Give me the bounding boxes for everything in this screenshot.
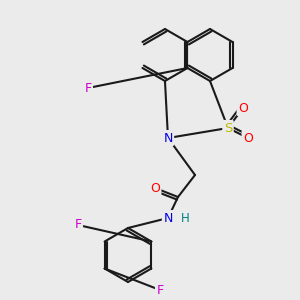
Text: O: O (243, 131, 253, 145)
Text: F: F (74, 218, 82, 232)
Text: N: N (163, 131, 173, 145)
Text: N: N (163, 212, 173, 224)
Text: O: O (238, 101, 248, 115)
Text: H: H (181, 212, 189, 224)
Text: F: F (156, 284, 164, 296)
Text: S: S (224, 122, 232, 134)
Text: F: F (84, 82, 92, 94)
Text: O: O (150, 182, 160, 194)
